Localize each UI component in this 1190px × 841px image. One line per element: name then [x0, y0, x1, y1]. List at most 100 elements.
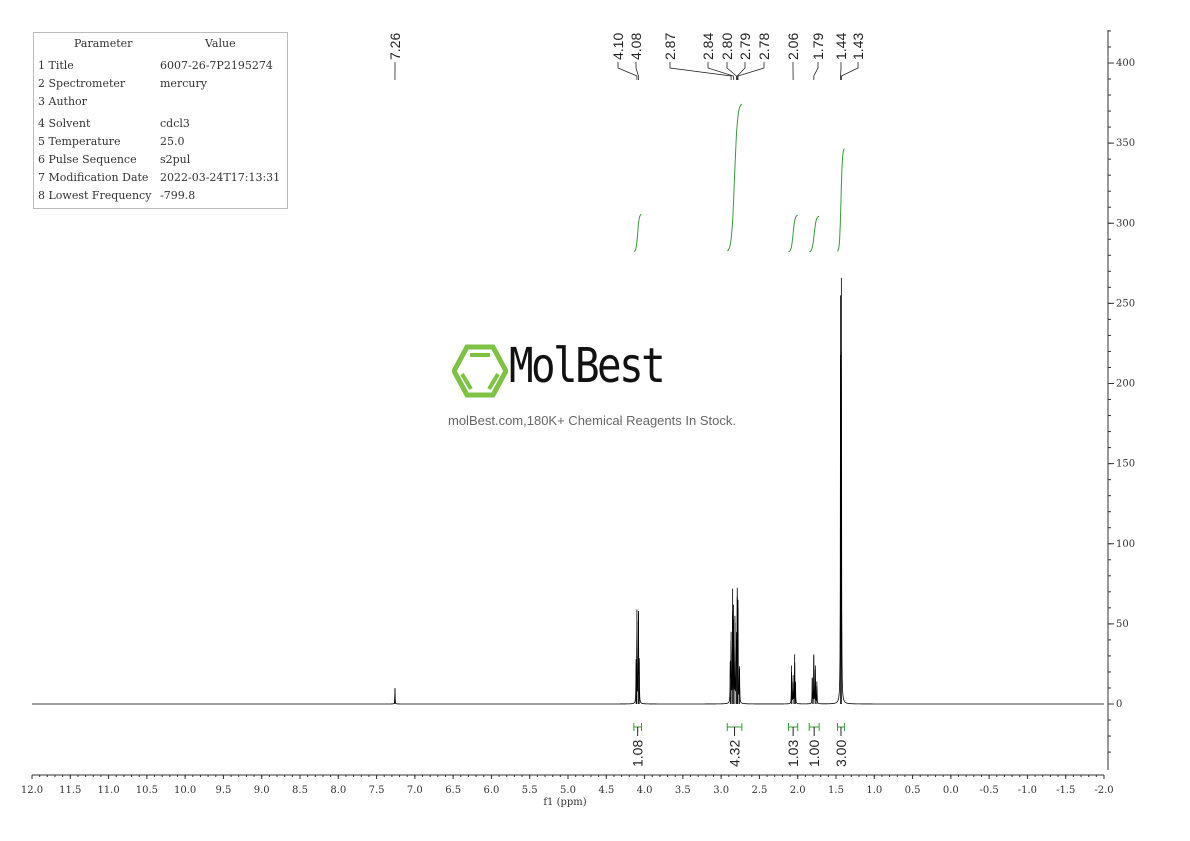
param-row: 6 Pulse Sequence s2pul — [34, 153, 287, 171]
x-tick-label: 10.0 — [174, 785, 196, 796]
x-tick-label: 5.5 — [522, 785, 538, 796]
param-key: 8 Lowest Frequency — [38, 189, 152, 202]
param-row: 1 Title 6007-26-7P2195274 — [34, 59, 287, 77]
param-key: 7 Modification Date — [38, 171, 149, 184]
x-tick-label: 9.0 — [254, 785, 270, 796]
x-tick-label: 1.5 — [828, 785, 844, 796]
x-tick-label: 11.5 — [59, 785, 81, 796]
integral-curve — [837, 148, 845, 252]
x-tick-label: 0.0 — [943, 785, 959, 796]
param-row: 7 Modification Date 2022-03-24T17:13:31 — [34, 171, 287, 189]
peak-label-connector — [726, 62, 737, 80]
param-key: 6 Pulse Sequence — [38, 153, 137, 166]
integral-curve — [809, 215, 820, 253]
x-tick-label: 0.5 — [905, 785, 921, 796]
y-tick-label: 250 — [1116, 298, 1135, 309]
x-tick-label: 4.0 — [637, 785, 653, 796]
x-tick-label: 5.0 — [560, 785, 576, 796]
param-value: -799.8 — [160, 189, 196, 202]
peak-label-connector — [736, 62, 746, 80]
x-tick-label: -0.5 — [979, 785, 998, 796]
x-tick-label: 8.0 — [330, 785, 346, 796]
param-value: 6007-26-7P2195274 — [160, 59, 273, 72]
y-tick-label: 150 — [1116, 459, 1135, 470]
peak-label: 1.79 — [810, 33, 826, 60]
value-header: Value — [205, 37, 236, 50]
peak-label: 2.80 — [719, 33, 735, 60]
peak-label: 2.78 — [756, 33, 772, 60]
peak-label-connector — [813, 62, 819, 80]
peak-label-connector — [617, 62, 638, 80]
peak-label: 1.44 — [833, 33, 849, 60]
param-value: mercury — [160, 77, 207, 90]
integral-value: 4.32 — [727, 740, 743, 767]
param-value: s2pul — [160, 153, 191, 166]
param-key: 4 Solvent — [38, 117, 91, 130]
x-tick-label: 7.0 — [407, 785, 423, 796]
param-key: 5 Temperature — [38, 135, 121, 148]
x-tick-label: -1.0 — [1018, 785, 1037, 796]
peak-label: 7.26 — [387, 33, 403, 60]
y-tick-label: 300 — [1116, 218, 1135, 229]
x-tick-label: 12.0 — [21, 785, 43, 796]
x-tick-label: -2.0 — [1094, 785, 1113, 796]
param-row: 8 Lowest Frequency -799.8 — [34, 189, 287, 207]
param-value: 2022-03-24T17:13:31 — [160, 171, 281, 184]
param-value: cdcl3 — [160, 117, 190, 130]
param-key: 3 Author — [38, 95, 87, 108]
y-tick-label: 100 — [1116, 539, 1135, 550]
peak-label-connector — [669, 62, 732, 80]
parameter-table: Parameter Value 1 Title 6007-26-7P2195274… — [33, 32, 288, 209]
peak-label-connector — [635, 62, 639, 80]
peak-label: 2.79 — [737, 33, 753, 60]
x-tick-label: 10.5 — [136, 785, 158, 796]
peak-label: 4.08 — [628, 33, 644, 60]
peak-label: 2.06 — [785, 33, 801, 60]
integral-value: 1.08 — [630, 740, 646, 767]
param-key: 2 Spectrometer — [38, 77, 126, 90]
x-tick-label: 6.5 — [445, 785, 461, 796]
integral-curve — [788, 214, 798, 253]
x-tick-label: 1.0 — [866, 785, 882, 796]
param-header: Parameter — [74, 37, 133, 50]
y-tick-label: 350 — [1116, 138, 1135, 149]
x-tick-label: 3.5 — [675, 785, 691, 796]
param-row: 4 Solvent cdcl3 — [34, 117, 287, 135]
x-axis-label: f1 (ppm) — [543, 797, 586, 808]
integral-curve — [726, 103, 743, 252]
y-tick-label: 50 — [1116, 619, 1129, 630]
brand-name: MolBest — [509, 338, 666, 394]
param-row: 3 Author — [34, 95, 287, 113]
x-tick-label: 11.0 — [97, 785, 119, 796]
peak-label-connector — [737, 62, 765, 80]
y-tick-label: 400 — [1116, 58, 1135, 69]
x-tick-label: 7.5 — [369, 785, 385, 796]
x-tick-label: 3.0 — [713, 785, 729, 796]
x-tick-label: 9.5 — [215, 785, 231, 796]
x-tick-label: 8.5 — [292, 785, 308, 796]
param-value: 25.0 — [160, 135, 185, 148]
param-key: 1 Title — [38, 59, 74, 72]
y-tick-label: 0 — [1116, 699, 1122, 710]
param-row: 5 Temperature 25.0 — [34, 135, 287, 153]
param-row: 2 Spectrometer mercury — [34, 77, 287, 95]
x-tick-label: 2.5 — [751, 785, 767, 796]
peak-label-connector — [707, 62, 734, 80]
peak-label: 4.10 — [610, 33, 626, 60]
brand-tagline: molBest.com,180K+ Chemical Reagents In S… — [448, 413, 736, 428]
watermark-logo: MolBest molBest.com,180K+ Chemical Reage… — [448, 338, 742, 434]
peak-label: 2.84 — [700, 33, 716, 60]
x-tick-label: 4.5 — [598, 785, 614, 796]
peak-label-connector — [840, 62, 859, 80]
peak-label: 2.87 — [662, 33, 678, 60]
integral-value: 1.00 — [806, 740, 822, 767]
y-tick-label: 200 — [1116, 379, 1135, 390]
benzene-logo-icon — [451, 344, 509, 398]
integral-value: 3.00 — [833, 740, 849, 767]
x-tick-label: 6.0 — [483, 785, 499, 796]
integral-curve — [633, 213, 642, 253]
x-tick-label: -1.5 — [1056, 785, 1075, 796]
spectrum-line — [32, 351, 1104, 705]
peak-label: 1.43 — [850, 33, 866, 60]
